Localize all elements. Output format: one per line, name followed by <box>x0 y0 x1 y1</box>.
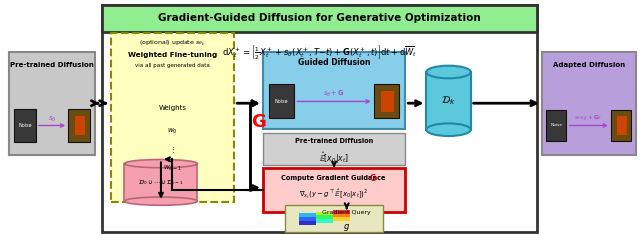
FancyBboxPatch shape <box>111 33 234 202</box>
Text: via all past generated data: via all past generated data <box>135 63 210 68</box>
Text: Weighted Fine-tuning: Weighted Fine-tuning <box>128 52 217 58</box>
Polygon shape <box>316 212 333 215</box>
FancyBboxPatch shape <box>546 110 566 141</box>
Text: $\mathbf{G}$: $\mathbf{G}$ <box>369 172 377 183</box>
Polygon shape <box>333 214 350 217</box>
Polygon shape <box>316 219 333 223</box>
FancyBboxPatch shape <box>617 116 627 135</box>
Text: $\mathbf{G}$: $\mathbf{G}$ <box>250 113 266 131</box>
FancyBboxPatch shape <box>381 91 394 112</box>
FancyBboxPatch shape <box>269 84 294 118</box>
Text: $s_\theta$: $s_\theta$ <box>47 114 56 124</box>
Ellipse shape <box>125 197 197 205</box>
Text: $g$: $g$ <box>343 223 350 234</box>
Text: Compute Gradient Guidance: Compute Gradient Guidance <box>281 175 387 180</box>
Text: Weights: Weights <box>158 105 186 111</box>
Text: $w_{k-1}$: $w_{k-1}$ <box>163 164 182 173</box>
Polygon shape <box>299 213 316 217</box>
FancyBboxPatch shape <box>541 52 636 155</box>
Text: Noise: Noise <box>275 99 289 104</box>
Text: Adapted Diffusion: Adapted Diffusion <box>552 62 625 67</box>
FancyBboxPatch shape <box>125 164 197 201</box>
Polygon shape <box>299 217 316 221</box>
FancyBboxPatch shape <box>102 5 537 232</box>
Text: $s_\theta + \mathbf{G}$: $s_\theta + \mathbf{G}$ <box>323 89 345 99</box>
Text: Noise: Noise <box>550 124 563 128</box>
Polygon shape <box>333 210 350 214</box>
Ellipse shape <box>426 123 470 136</box>
Polygon shape <box>299 221 316 225</box>
Text: Pre-trained Diffusion: Pre-trained Diffusion <box>295 138 373 145</box>
Text: (optional) update $s_{\theta_k}$: (optional) update $s_{\theta_k}$ <box>140 39 205 48</box>
FancyBboxPatch shape <box>262 133 405 165</box>
FancyBboxPatch shape <box>74 116 85 135</box>
FancyBboxPatch shape <box>9 52 95 155</box>
FancyBboxPatch shape <box>14 109 36 142</box>
FancyBboxPatch shape <box>68 109 90 142</box>
FancyBboxPatch shape <box>102 5 537 32</box>
FancyBboxPatch shape <box>285 205 383 232</box>
FancyBboxPatch shape <box>611 110 631 141</box>
FancyBboxPatch shape <box>262 52 405 129</box>
Text: $\mathcal{D}_0 \cup \cdots \cup \mathcal{D}_{k-1}$: $\mathcal{D}_0 \cup \cdots \cup \mathcal… <box>138 178 184 187</box>
Polygon shape <box>316 215 333 219</box>
Text: $w_0$: $w_0$ <box>167 127 178 136</box>
Text: $s_{\theta(\theta_K)} + \mathbf{G}_K$: $s_{\theta(\theta_K)} + \mathbf{G}_K$ <box>574 113 603 123</box>
Text: $\nabla_{x_t}(y - g^\top\hat{\mathbb{E}}[x_0|x_t])^2$: $\nabla_{x_t}(y - g^\top\hat{\mathbb{E}}… <box>300 188 369 201</box>
Text: Noise: Noise <box>18 123 32 128</box>
Text: $\hat{\mathbb{E}}[x_0|x_t]$: $\hat{\mathbb{E}}[x_0|x_t]$ <box>319 151 349 166</box>
Text: Pre-trained Diffusion: Pre-trained Diffusion <box>10 62 94 67</box>
FancyBboxPatch shape <box>426 72 470 130</box>
Text: $\mathcal{D}_k$: $\mathcal{D}_k$ <box>441 94 456 107</box>
Text: Gradient Query: Gradient Query <box>323 210 371 215</box>
Ellipse shape <box>426 66 470 78</box>
Polygon shape <box>333 217 350 221</box>
FancyBboxPatch shape <box>374 84 399 118</box>
Ellipse shape <box>125 160 197 168</box>
Text: $\mathrm{d}X_t^+ = \left[\frac{1}{2}X_t^+ + s_\theta(X_t^+,T{-}t) + \mathbf{G}(X: $\mathrm{d}X_t^+ = \left[\frac{1}{2}X_t^… <box>222 43 417 61</box>
Text: Guided Diffusion: Guided Diffusion <box>298 58 371 67</box>
FancyBboxPatch shape <box>262 168 405 212</box>
Text: $\vdots$: $\vdots$ <box>170 145 175 155</box>
Text: Gradient-Guided Diffusion for Generative Optimization: Gradient-Guided Diffusion for Generative… <box>158 13 481 23</box>
